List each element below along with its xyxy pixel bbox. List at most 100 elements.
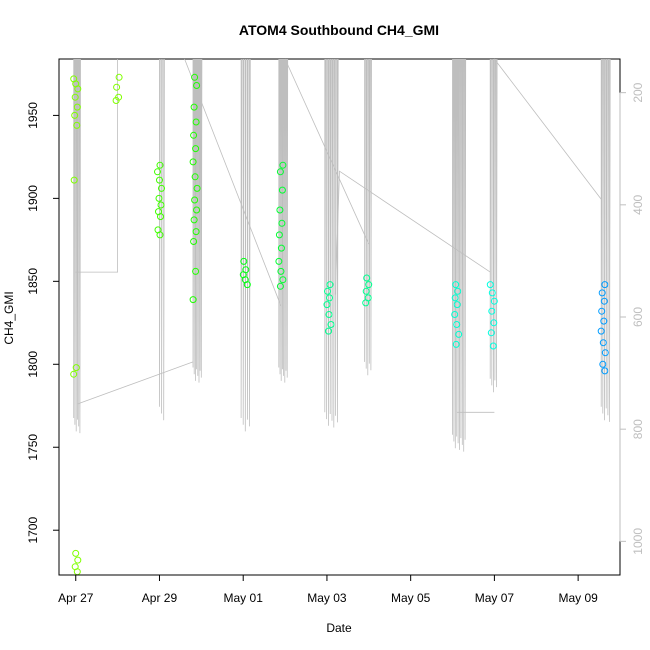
data-point [71,111,79,119]
y2-tick-label: 400 [631,194,645,214]
data-point [154,168,161,176]
x-tick-label: May 09 [558,591,598,605]
data-point [191,73,199,81]
data-point [277,244,285,252]
data-point [362,287,370,295]
data-point [488,289,496,297]
data-point [115,73,123,81]
y-tick-label: 1850 [26,268,40,295]
data-point [191,196,199,204]
data-point [597,327,605,335]
data-point [240,257,248,265]
data-point [600,317,608,325]
data-point [363,274,371,282]
data-point [453,301,461,309]
data-point [189,296,197,304]
data-point [601,367,609,375]
altitude-burst [364,58,372,376]
data-point [279,161,287,169]
data-point [74,85,82,93]
x-tick-label: May 05 [391,591,431,605]
data-points [70,73,609,576]
data-point [70,370,78,378]
y2-tick-label: 800 [631,419,645,439]
data-point [157,201,165,209]
altitude-connector [77,361,194,405]
data-point [325,311,333,318]
x-tick-label: Apr 27 [58,591,94,605]
data-point [600,297,608,305]
data-point [489,342,497,350]
data-point [189,158,197,166]
data-point [362,299,370,307]
data-point [193,82,201,89]
altitude-burst [489,58,498,393]
data-point [158,184,165,192]
x-tick-label: Apr 29 [142,591,178,605]
data-point [190,103,198,111]
data-point [488,307,496,315]
altitude-burst [240,58,251,432]
data-point [598,289,606,297]
data-point [327,321,335,328]
data-point [190,131,198,139]
altitude-connector [334,170,491,295]
chart-title: ATOM4 Southbound CH4_GMI [239,22,439,38]
data-point [451,294,459,302]
altitude-burst [73,58,81,434]
data-point [598,307,606,315]
altitude-burst [278,58,289,383]
data-point [275,231,283,239]
y2-tick-label: 200 [631,82,645,102]
data-point [275,257,283,265]
y-tick-label: 1800 [26,351,40,378]
data-point [70,176,78,184]
data-point [599,339,607,347]
data-point [365,281,373,289]
data-point [276,206,284,214]
data-point [279,276,287,284]
data-point [599,360,607,368]
data-point [72,549,80,557]
altitude-burst [600,58,611,422]
data-point [243,281,251,289]
data-point [276,282,284,290]
data-point [192,228,200,236]
data-point [156,231,164,239]
data-point [112,97,120,104]
data-point [490,319,498,327]
data-point [192,118,200,126]
data-point [325,327,332,335]
plot-frame [58,58,621,576]
data-point [326,294,333,302]
altitude-burst [159,58,165,421]
data-point [193,184,201,192]
altitude-burst [324,58,339,428]
altitude-burst [192,58,203,383]
y-tick-label: 1700 [26,517,40,544]
data-point [74,556,82,564]
data-point [278,219,286,227]
data-point [193,206,201,214]
data-point [192,145,200,153]
data-point [156,161,164,169]
data-point [157,213,164,221]
data-point [323,301,331,309]
y-axis-label: CH4_GMI [2,291,16,344]
data-point [277,267,285,275]
data-point [73,568,81,576]
data-point [155,194,163,202]
x-tick-label: May 03 [307,591,347,605]
altitude-connector [184,58,282,306]
data-point [453,321,461,328]
data-point [451,311,459,318]
data-point [326,281,334,289]
data-point [190,238,198,245]
data-point [190,216,198,224]
data-point [71,93,79,101]
y2-tick-label: 600 [631,307,645,327]
data-point [455,330,463,338]
data-point [487,329,495,337]
data-point [191,173,199,181]
